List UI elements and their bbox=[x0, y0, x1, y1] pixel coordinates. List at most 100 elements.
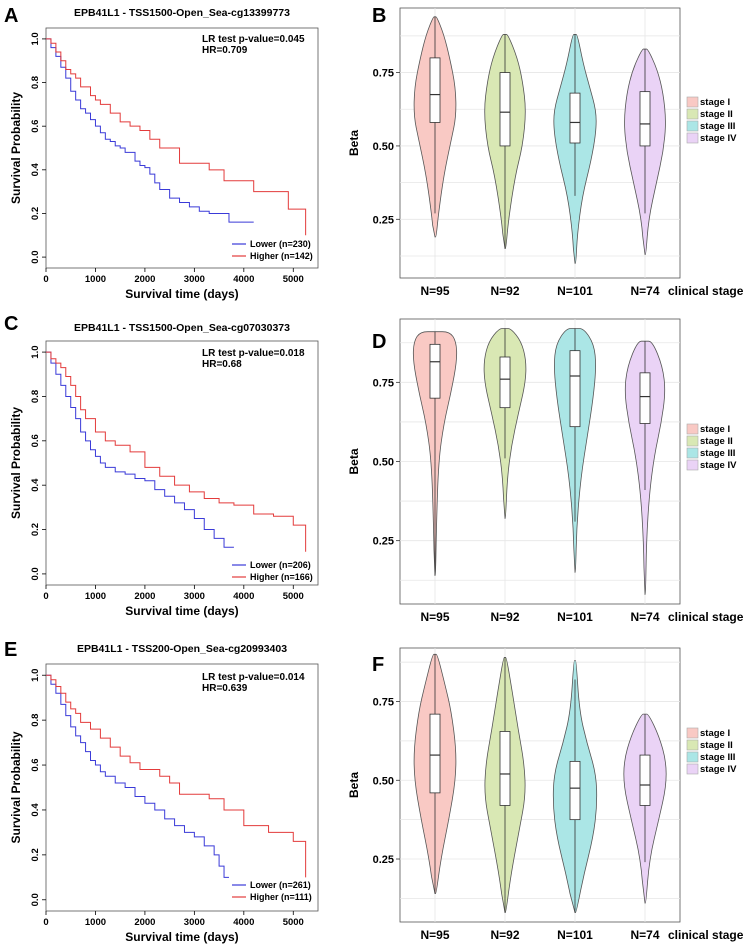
x-tick-label: 2000 bbox=[134, 591, 155, 602]
y-tick-label: 0.50 bbox=[373, 457, 394, 469]
hr-annotation: HR=0.639 bbox=[202, 683, 248, 694]
legend-label: stage I bbox=[700, 97, 730, 108]
x-tick-label: 1000 bbox=[85, 591, 106, 602]
y-tick-label: 0.75 bbox=[373, 68, 394, 80]
hr-annotation: HR=0.709 bbox=[202, 45, 248, 56]
legend-label-higher: Higher (n=111) bbox=[250, 892, 312, 902]
legend-label-higher: Higher (n=166) bbox=[250, 572, 313, 582]
y-axis-title: Survival Probability bbox=[9, 407, 23, 519]
y-tick-label: 0.4 bbox=[30, 803, 41, 817]
plot-frame bbox=[45, 340, 319, 586]
y-tick-label: 0.4 bbox=[30, 163, 41, 177]
box bbox=[569, 760, 581, 821]
legend-label-lower: Lower (n=230) bbox=[250, 239, 311, 249]
violin-panel-D: D 0.25 0.50 0.75 Beta N=95 N=92 N=101 N=74 clinic… bbox=[347, 318, 744, 624]
box bbox=[429, 713, 441, 794]
panel-letter: F bbox=[372, 654, 384, 676]
x-tick-label: 3000 bbox=[184, 917, 205, 928]
box bbox=[429, 57, 441, 123]
x-tick-label: 1000 bbox=[85, 274, 106, 285]
y-tick-label: 0.25 bbox=[373, 536, 394, 548]
box bbox=[569, 92, 581, 144]
legend-swatch bbox=[686, 120, 699, 132]
survival-curve-higher bbox=[46, 38, 307, 236]
pvalue-annotation: LR test p-value=0.014 bbox=[202, 672, 305, 683]
box bbox=[429, 343, 441, 399]
y-tick-label: 0.0 bbox=[30, 567, 41, 580]
x-tick-label: 2000 bbox=[134, 274, 155, 285]
box bbox=[499, 731, 511, 806]
box bbox=[499, 356, 511, 409]
y-tick-label: 0.25 bbox=[373, 214, 394, 226]
x-tick-label: 4000 bbox=[233, 274, 254, 285]
y-tick-label: 0.25 bbox=[373, 854, 394, 866]
y-tick-label: 0.6 bbox=[30, 434, 41, 447]
x-tick-label: 0 bbox=[43, 274, 48, 285]
legend-label-lower: Lower (n=206) bbox=[250, 560, 311, 570]
legend-label: stage IV bbox=[700, 133, 737, 144]
legend-swatch bbox=[686, 423, 699, 435]
panel-letter: E bbox=[4, 639, 17, 661]
legend-swatch bbox=[686, 435, 699, 447]
y-axis-title: Beta bbox=[347, 130, 361, 156]
category-label: N=92 bbox=[490, 610, 519, 624]
plot-frame bbox=[45, 663, 319, 912]
legend-swatch bbox=[686, 447, 699, 459]
chart-title: EPB41L1 - TSS200-Open_Sea-cg20993403 bbox=[77, 643, 287, 655]
pvalue-annotation: LR test p-value=0.018 bbox=[202, 348, 305, 359]
plot-frame bbox=[45, 27, 319, 269]
box bbox=[639, 754, 651, 806]
y-tick-label: 0.8 bbox=[30, 714, 41, 727]
y-tick-label: 0.75 bbox=[373, 697, 394, 709]
y-tick-label: 0.0 bbox=[30, 893, 41, 906]
x-axis-title: Survival time (days) bbox=[125, 604, 238, 618]
legend-label: stage III bbox=[700, 448, 735, 459]
panel-letter: A bbox=[4, 5, 18, 27]
legend-swatch bbox=[686, 727, 699, 739]
y-tick-label: 1.0 bbox=[30, 669, 41, 682]
legend-swatch bbox=[686, 751, 699, 763]
category-label: N=92 bbox=[490, 928, 519, 942]
survival-curve-lower bbox=[46, 674, 229, 878]
legend-label-lower: Lower (n=261) bbox=[250, 880, 311, 890]
survival-curve-higher bbox=[46, 351, 307, 552]
category-label: N=101 bbox=[557, 610, 593, 624]
legend-label: stage III bbox=[700, 121, 735, 132]
box bbox=[639, 372, 651, 424]
y-axis-title: Beta bbox=[347, 448, 361, 474]
category-label: N=74 bbox=[630, 928, 659, 942]
y-tick-label: 0.8 bbox=[30, 76, 41, 89]
x-axis-title: Survival time (days) bbox=[125, 930, 238, 944]
legend-label: stage II bbox=[700, 740, 733, 751]
survival-curve-lower bbox=[46, 351, 234, 548]
y-tick-label: 1.0 bbox=[30, 345, 41, 358]
box bbox=[639, 91, 651, 147]
y-axis-title: Survival Probability bbox=[9, 92, 23, 204]
y-tick-label: 0.8 bbox=[30, 390, 41, 403]
x-axis-title: Survival time (days) bbox=[125, 287, 238, 301]
x-axis-title: clinical stage bbox=[668, 610, 744, 624]
legend-swatch bbox=[686, 96, 699, 108]
y-axis-title: Survival Probability bbox=[9, 731, 23, 843]
legend-swatch bbox=[686, 108, 699, 120]
x-tick-label: 4000 bbox=[233, 591, 254, 602]
x-tick-label: 0 bbox=[43, 591, 48, 602]
y-tick-label: 0.2 bbox=[30, 848, 41, 861]
pvalue-annotation: LR test p-value=0.045 bbox=[202, 34, 305, 45]
y-tick-label: 0.4 bbox=[30, 478, 41, 492]
violin-panel-F: F 0.25 0.50 0.75 Beta N=95 N=92 N=101 N=74 clinic… bbox=[347, 647, 744, 942]
legend-label: stage II bbox=[700, 109, 733, 120]
category-label: N=95 bbox=[420, 610, 449, 624]
x-tick-label: 0 bbox=[43, 917, 48, 928]
y-tick-label: 0.2 bbox=[30, 207, 41, 220]
box bbox=[569, 350, 581, 428]
x-axis-title: clinical stage bbox=[668, 284, 744, 298]
survival-curve-lower bbox=[46, 38, 254, 223]
km-panel-C: C EPB41L1 - TSS1500-Open_Sea-cg07030373 0.… bbox=[4, 313, 319, 618]
panel-letter: B bbox=[372, 5, 386, 27]
x-tick-label: 3000 bbox=[184, 274, 205, 285]
survival-curve-higher bbox=[46, 674, 307, 878]
y-tick-label: 0.6 bbox=[30, 758, 41, 771]
category-label: N=95 bbox=[420, 284, 449, 298]
